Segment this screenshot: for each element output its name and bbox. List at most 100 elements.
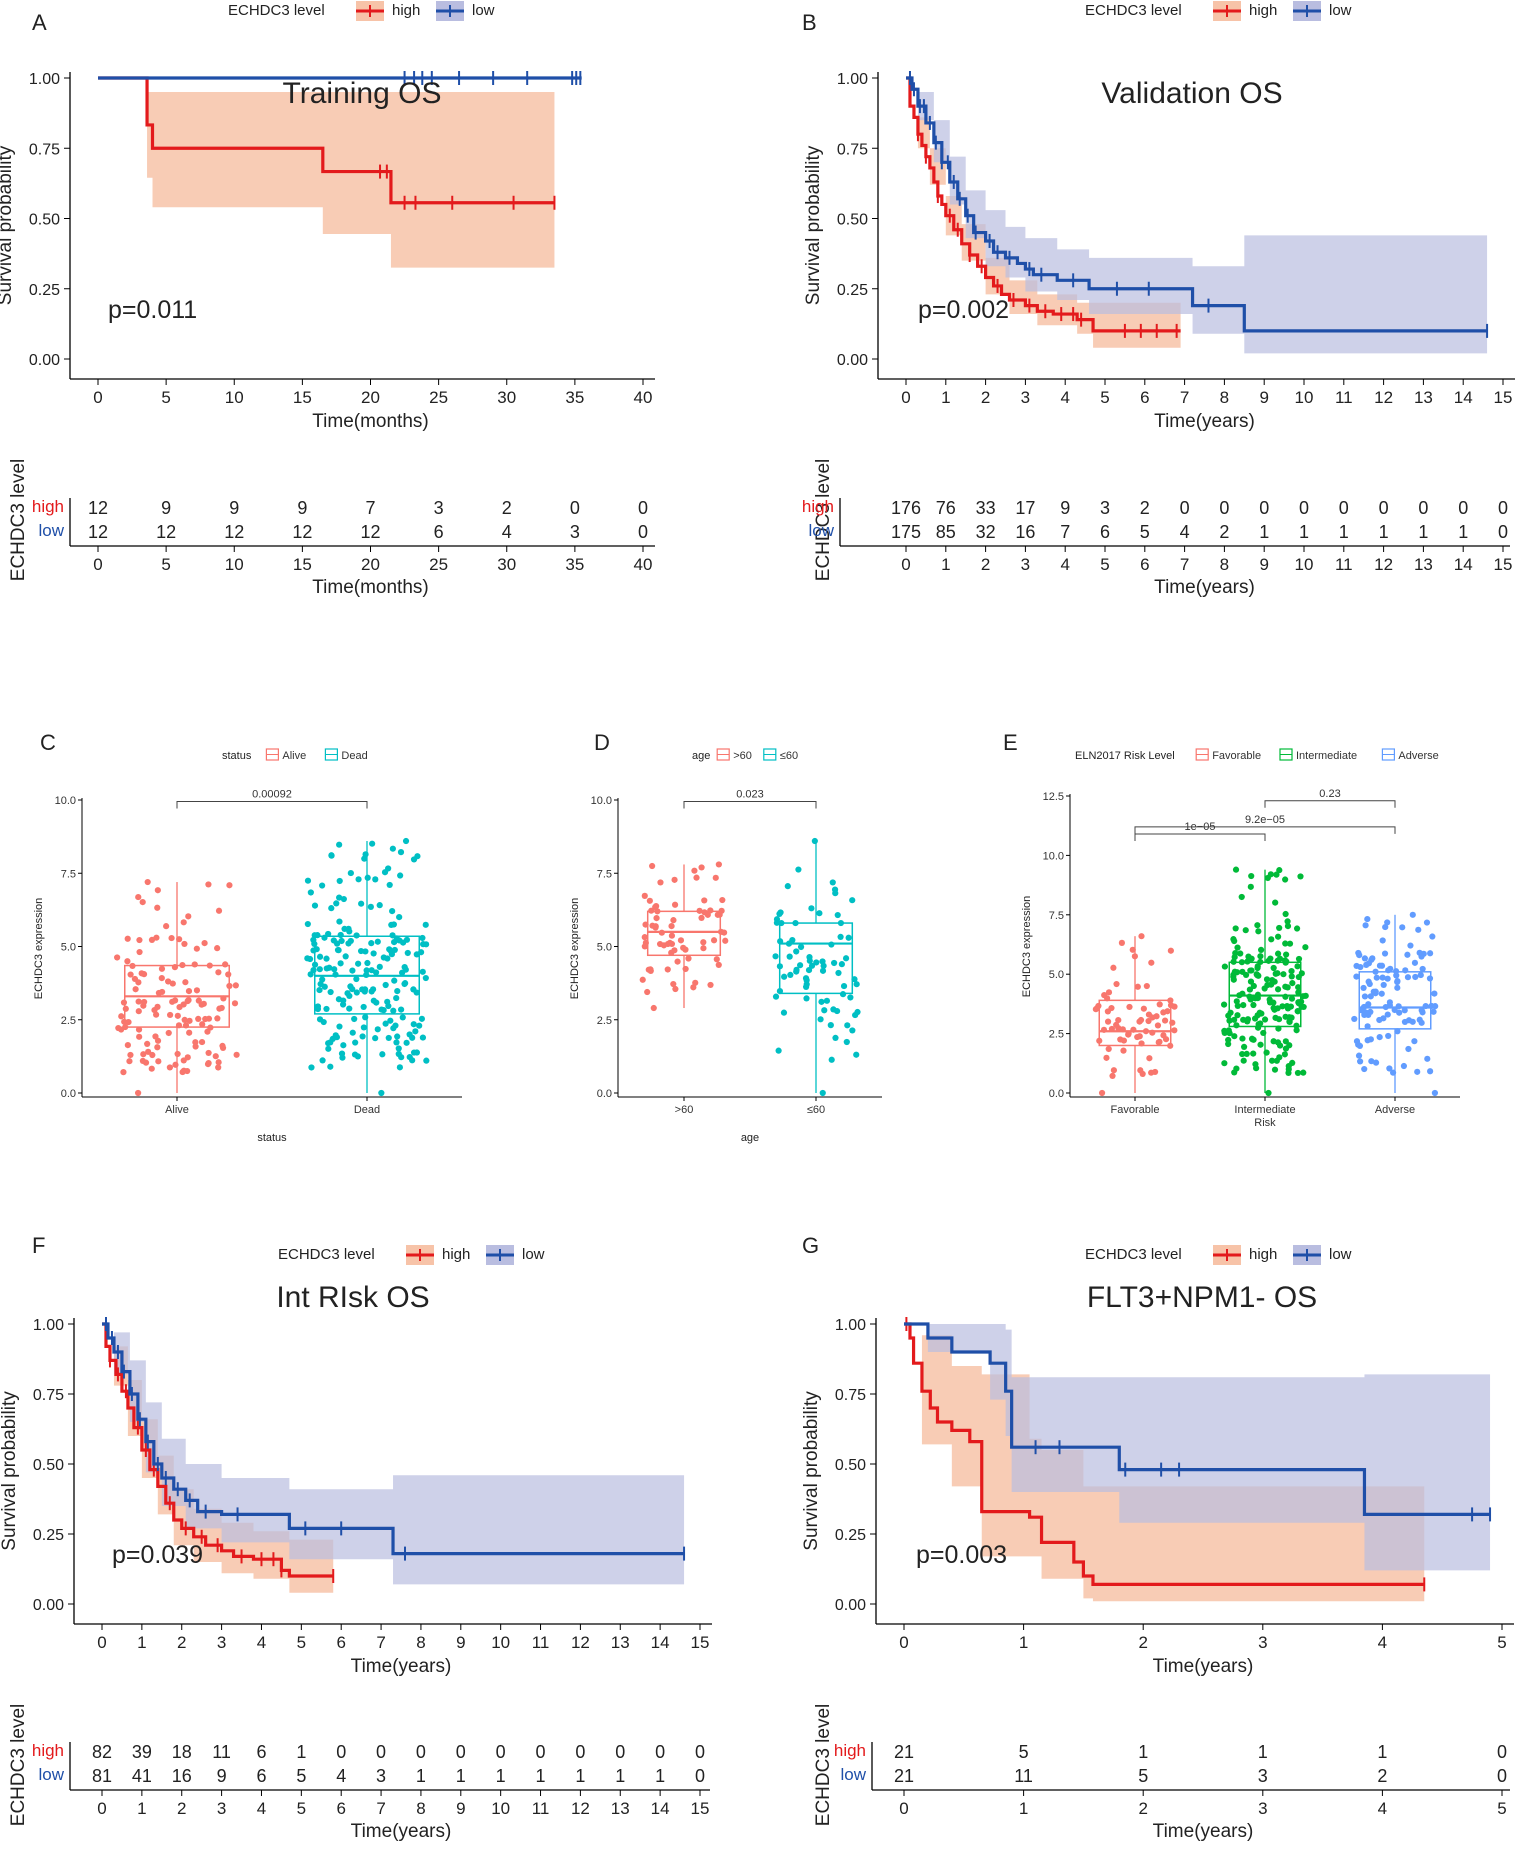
- data-point: [1293, 1027, 1300, 1034]
- legend-label: Favorable: [1212, 750, 1261, 762]
- data-point: [1239, 1035, 1246, 1042]
- data-point: [845, 934, 852, 941]
- data-point: [1272, 970, 1279, 977]
- data-point: [1285, 1069, 1292, 1076]
- data-point: [1136, 1018, 1143, 1025]
- data-point: [1271, 1066, 1279, 1073]
- x-tick-label: 4: [1378, 1633, 1387, 1652]
- data-point: [1276, 1042, 1284, 1049]
- data-point: [342, 953, 349, 960]
- data-point: [307, 889, 314, 896]
- data-point: [648, 907, 655, 914]
- data-point: [690, 984, 697, 991]
- data-point: [186, 1029, 193, 1036]
- data-point: [1356, 1042, 1364, 1049]
- panel-B: B ECHDC3 level high low0.000.250.500.751.00…: [802, 1, 1515, 598]
- risk-table-title: ECHDC3 level: [8, 459, 29, 581]
- x-tick-label: 12: [1374, 388, 1393, 407]
- comparison-pvalue: 0.023: [736, 788, 764, 800]
- data-point: [1392, 968, 1400, 975]
- data-point: [1417, 971, 1424, 979]
- data-point: [1382, 1003, 1389, 1011]
- data-point: [1415, 926, 1422, 933]
- data-point: [340, 895, 347, 903]
- data-point: [693, 874, 700, 881]
- data-point: [1247, 978, 1255, 985]
- data-point: [419, 968, 426, 975]
- data-point: [1300, 1069, 1307, 1076]
- data-point: [1242, 927, 1249, 934]
- legend-label-low: low: [1329, 1246, 1352, 1263]
- data-point: [1288, 967, 1295, 975]
- data-point: [1432, 1003, 1439, 1010]
- data-point: [363, 967, 370, 974]
- y-axis-label: Survival probability: [0, 1391, 20, 1551]
- risk-x-tick-label: 9: [1259, 555, 1268, 574]
- data-point: [1268, 1057, 1276, 1064]
- x-tick-label: Intermediate: [1234, 1104, 1295, 1116]
- risk-x-axis-label: Time(years): [1154, 577, 1255, 598]
- data-point: [792, 919, 799, 927]
- data-point: [793, 966, 800, 973]
- data-point: [1115, 1016, 1122, 1024]
- data-point: [1380, 981, 1387, 989]
- data-point: [772, 953, 779, 960]
- data-point: [1260, 1029, 1267, 1037]
- data-point: [1105, 989, 1113, 996]
- data-point: [1356, 952, 1363, 959]
- data-point: [402, 837, 410, 845]
- data-point: [409, 1057, 416, 1064]
- data-point: [114, 954, 121, 961]
- data-point: [1230, 958, 1237, 965]
- data-point: [811, 837, 818, 845]
- risk-count-high: 0: [1219, 498, 1229, 518]
- legend-label: Alive: [282, 750, 306, 762]
- data-point: [1231, 1033, 1238, 1040]
- data-point: [1254, 1012, 1261, 1019]
- data-point: [1419, 1009, 1426, 1016]
- data-point: [832, 890, 839, 897]
- data-point: [1247, 883, 1254, 890]
- survival-curve-low: [904, 1322, 1491, 1516]
- data-point: [1364, 1037, 1371, 1044]
- data-point: [719, 896, 726, 904]
- y-tick-label: 2.5: [61, 1015, 76, 1027]
- data-point: [837, 933, 844, 940]
- data-point: [369, 840, 376, 847]
- data-point: [1418, 1019, 1425, 1026]
- risk-count-high: 7: [365, 498, 375, 518]
- data-point: [1378, 990, 1385, 997]
- data-point: [1373, 974, 1380, 981]
- data-point: [393, 1039, 400, 1046]
- panel-label: A: [32, 10, 47, 35]
- data-point: [818, 998, 825, 1005]
- data-point: [1368, 1058, 1375, 1065]
- data-point: [707, 981, 714, 989]
- risk-count-high: 3: [434, 498, 444, 518]
- data-point: [154, 1003, 161, 1010]
- risk-x-tick-label: 15: [293, 555, 312, 574]
- data-point: [397, 849, 405, 856]
- risk-count-low: 1: [1259, 522, 1269, 542]
- data-point: [1376, 1016, 1383, 1024]
- risk-x-tick-label: 11: [1335, 555, 1353, 574]
- risk-count-low: 1: [615, 1766, 625, 1786]
- data-point: [1250, 1050, 1257, 1057]
- data-point: [1357, 1058, 1364, 1065]
- data-point: [837, 919, 845, 927]
- risk-count-low: 0: [1498, 522, 1508, 542]
- data-point: [1225, 1036, 1232, 1044]
- data-point: [1424, 1055, 1431, 1062]
- data-point: [1143, 982, 1150, 990]
- risk-count-low: 16: [1015, 522, 1035, 542]
- risk-x-tick-label: 1: [1019, 1799, 1028, 1818]
- legend-label-low: low: [1329, 2, 1352, 19]
- data-point: [1404, 951, 1411, 958]
- data-point: [200, 1000, 207, 1007]
- data-point: [136, 1033, 143, 1040]
- risk-count-high: 0: [1497, 1742, 1507, 1762]
- data-point: [195, 1015, 202, 1022]
- data-point: [1423, 919, 1431, 926]
- data-point: [820, 962, 827, 969]
